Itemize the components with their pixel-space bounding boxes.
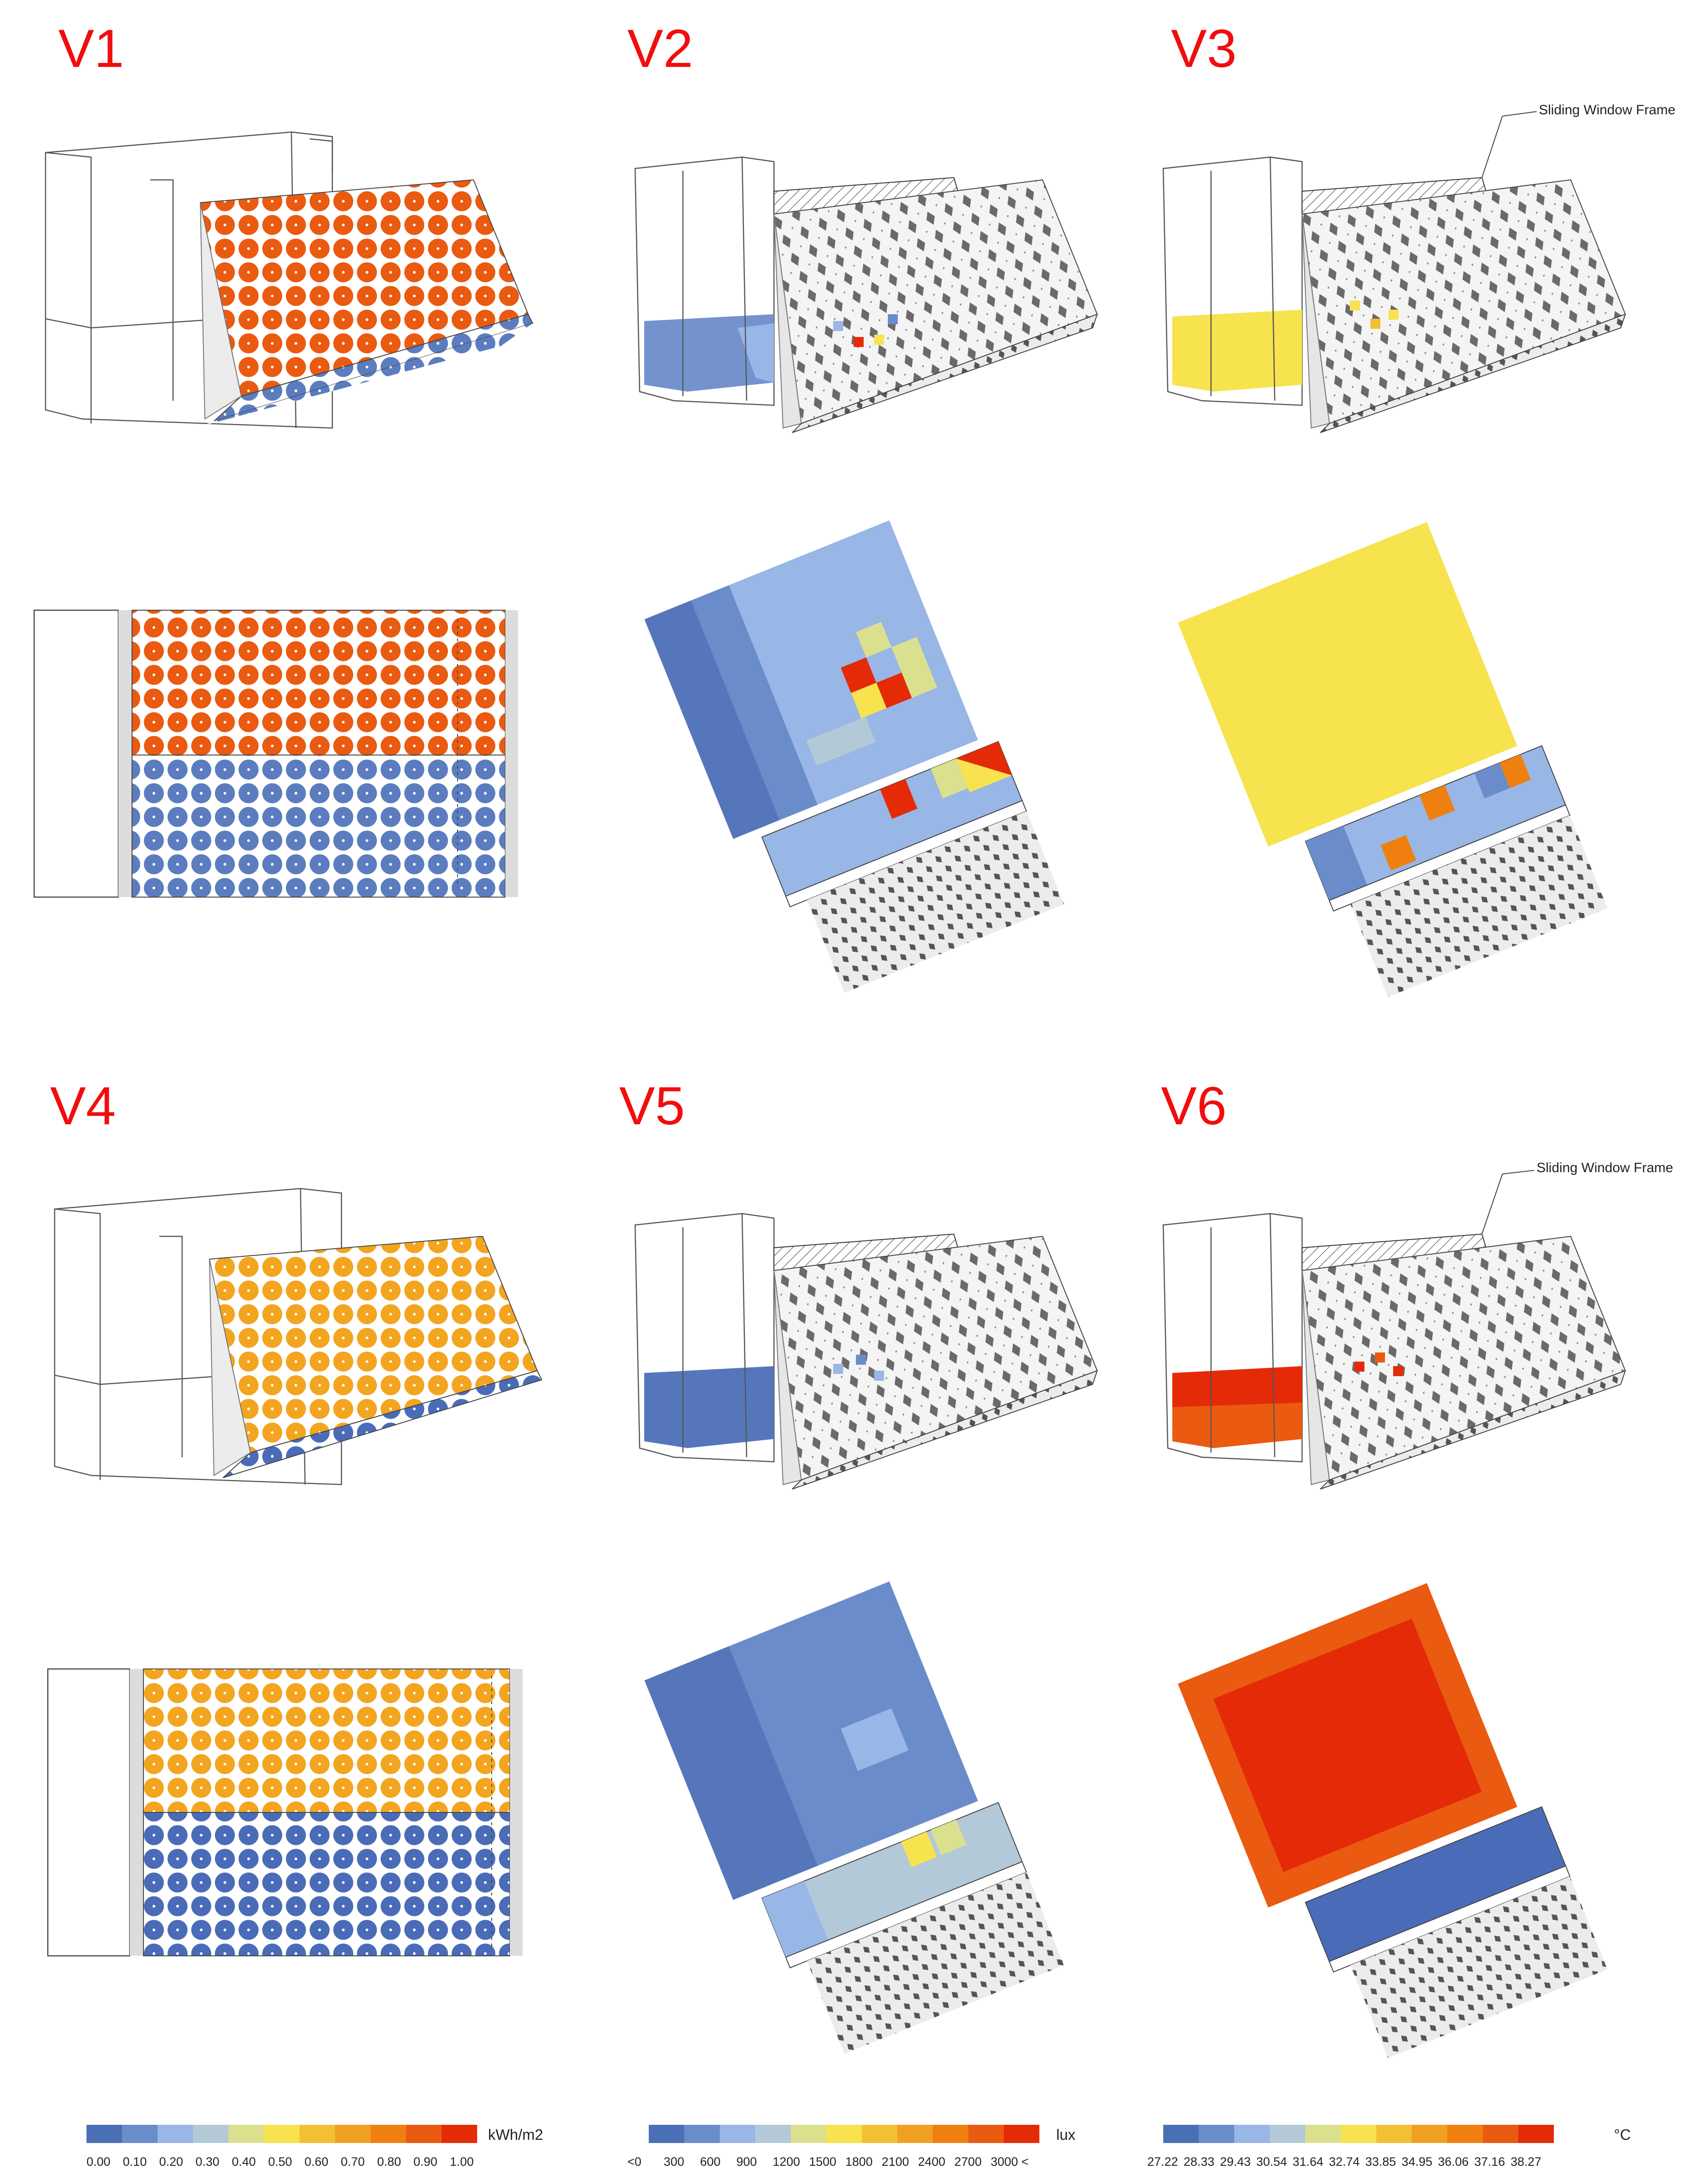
legend-tick-label: 31.64 — [1293, 2155, 1323, 2169]
legend-swatch — [1199, 2125, 1234, 2143]
legend-swatch — [755, 2125, 791, 2143]
v3-plan — [1178, 522, 1608, 997]
legend-tick-label: 0.40 — [232, 2155, 256, 2169]
panel-label-v1: V1 — [58, 19, 124, 79]
legend-swatch — [122, 2125, 158, 2143]
legend-tick-label: 0.20 — [159, 2155, 183, 2169]
panel-label-v6: V6 — [1161, 1076, 1227, 1136]
legend-swatch — [229, 2125, 264, 2143]
legend-tick-label: 0.00 — [87, 2155, 111, 2169]
panel-label-v5: V5 — [619, 1076, 685, 1136]
legend-tick-label: 300 — [664, 2155, 684, 2169]
legend-swatch — [371, 2125, 406, 2143]
legend-tick-label: 0.10 — [123, 2155, 147, 2169]
legend-swatch — [968, 2125, 1004, 2143]
legend-swatch — [1341, 2125, 1376, 2143]
legend-tick-label: 30.54 — [1256, 2155, 1287, 2169]
legend-unit: kWh/m2 — [488, 2126, 543, 2143]
legend-swatch — [897, 2125, 933, 2143]
legend-swatch — [933, 2125, 968, 2143]
v4-facade — [209, 1235, 543, 1478]
legend-tick-label: 29.43 — [1220, 2155, 1251, 2169]
legend-tick-label: 3000 < — [991, 2155, 1028, 2169]
legend-swatch — [862, 2125, 897, 2143]
legend-3: °C 27.22 28.33 29.43 30.54 31.64 32.74 33.85 34.… — [1147, 2125, 1631, 2169]
v2-axonometric — [634, 156, 1098, 433]
legend-swatch — [826, 2125, 862, 2143]
legend-swatch — [684, 2125, 720, 2143]
legend-2: lux <0 300 600 900 1200 1500 1800 2100 2400 2700 30… — [627, 2125, 1076, 2169]
legend-tick-label: 32.74 — [1329, 2155, 1360, 2169]
v6-plan — [1178, 1583, 1608, 2058]
legend-tick-label: 33.85 — [1365, 2155, 1396, 2169]
legend-swatch — [1163, 2125, 1199, 2143]
panel-label-v2: V2 — [627, 19, 693, 79]
legend-tick-label: 1500 — [809, 2155, 836, 2169]
legend-tick-label: 36.06 — [1438, 2155, 1469, 2169]
panel-label-v4: V4 — [50, 1076, 116, 1136]
legend-tick-label: 37.16 — [1474, 2155, 1505, 2169]
legend-tick-label: 38.27 — [1511, 2155, 1542, 2169]
legend-swatch — [1412, 2125, 1447, 2143]
legend-unit: °C — [1614, 2126, 1631, 2143]
legend-swatch — [720, 2125, 755, 2143]
legend-swatch — [442, 2125, 477, 2143]
annotation-sliding-window-frame-v3: Sliding Window Frame — [1539, 102, 1676, 117]
legend-swatch — [335, 2125, 371, 2143]
v2-plan — [644, 520, 1064, 993]
legend-tick-label: 0.60 — [305, 2155, 329, 2169]
legend-swatch — [193, 2125, 229, 2143]
v5-axonometric — [634, 1213, 1098, 1490]
panel-label-v3: V3 — [1171, 19, 1237, 79]
legends: kWh/m2 0.00 0.10 0.20 0.30 0.40 0.50 0.60 0.70 0.… — [87, 2125, 1631, 2169]
legend-swatch — [406, 2125, 442, 2143]
legend-tick-label: 0.90 — [413, 2155, 438, 2169]
legend-tick-label: 0.70 — [341, 2155, 365, 2169]
legend-swatch — [1004, 2125, 1039, 2143]
legend-tick-label: 1800 — [845, 2155, 873, 2169]
legend-swatch — [1270, 2125, 1305, 2143]
legend-tick-label: 2700 — [954, 2155, 982, 2169]
legend-swatch — [264, 2125, 300, 2143]
legend-tick-label: 1.00 — [450, 2155, 474, 2169]
legend-swatch — [1447, 2125, 1483, 2143]
v6-axonometric — [1162, 1170, 1626, 1490]
legend-tick-label: 2100 — [882, 2155, 909, 2169]
legend-tick-label: 2400 — [918, 2155, 945, 2169]
legend-tick-label: 27.22 — [1147, 2155, 1178, 2169]
legend-swatch — [1518, 2125, 1554, 2143]
legend-1: kWh/m2 0.00 0.10 0.20 0.30 0.40 0.50 0.60 0.70 0.… — [87, 2125, 543, 2169]
legend-tick-label: <0 — [627, 2155, 641, 2169]
legend-tick-label: 1200 — [773, 2155, 800, 2169]
legend-tick-label: 0.80 — [377, 2155, 401, 2169]
legend-tick-label: 600 — [700, 2155, 721, 2169]
annotation-sliding-window-frame-v6: Sliding Window Frame — [1537, 1160, 1674, 1175]
v1-facade — [199, 179, 534, 426]
v4-elevation — [47, 1668, 523, 1957]
legend-swatch — [1483, 2125, 1518, 2143]
legend-tick-label: 0.50 — [268, 2155, 292, 2169]
v3-axonometric — [1162, 111, 1626, 433]
legend-tick-label: 34.95 — [1402, 2155, 1433, 2169]
v5-plan — [644, 1581, 1064, 2054]
legend-swatch — [300, 2125, 335, 2143]
legend-tick-label: 28.33 — [1184, 2155, 1215, 2169]
v1-elevation — [33, 609, 518, 898]
legend-swatch — [1234, 2125, 1270, 2143]
legend-swatch — [791, 2125, 826, 2143]
legend-tick-label: 900 — [736, 2155, 757, 2169]
legend-swatch — [158, 2125, 193, 2143]
legend-swatch — [87, 2125, 122, 2143]
legend-tick-label: 0.30 — [195, 2155, 219, 2169]
legend-unit: lux — [1056, 2126, 1076, 2143]
legend-swatch — [1305, 2125, 1341, 2143]
legend-swatch — [1376, 2125, 1412, 2143]
legend-swatch — [649, 2125, 684, 2143]
